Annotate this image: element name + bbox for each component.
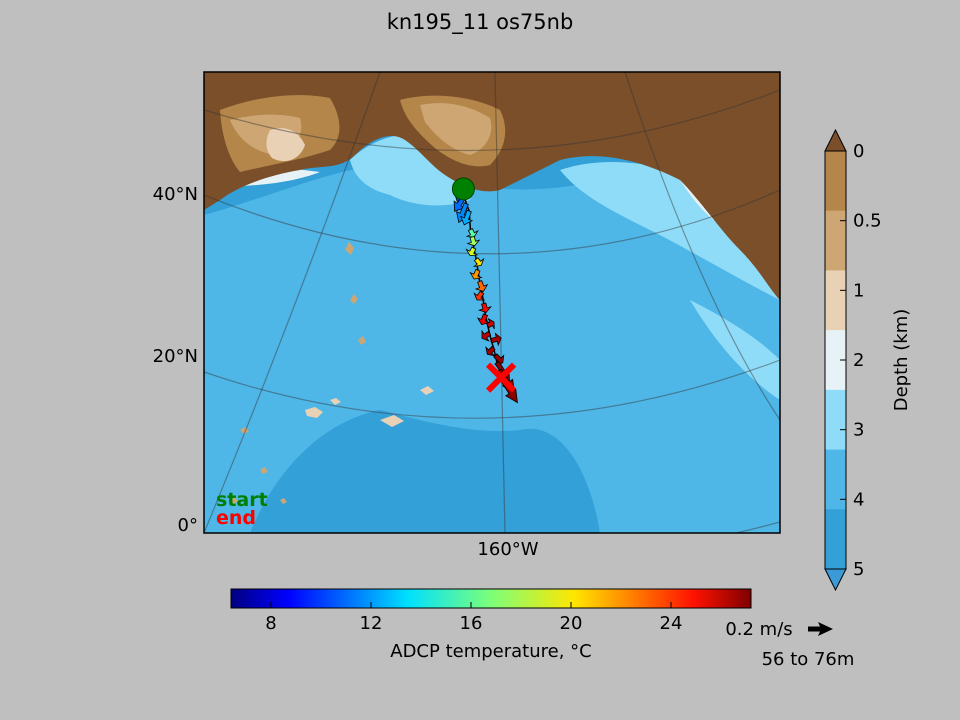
coast-light <box>266 128 305 162</box>
depth-colorbar-band <box>825 389 846 451</box>
start-label: start <box>216 489 268 511</box>
map-frame <box>203 71 781 534</box>
lon-tick-label: 160°W <box>477 539 538 560</box>
depth-colorbar-band <box>825 270 846 331</box>
current-vector <box>473 290 486 301</box>
depth-colorbar-tick-label: 1 <box>853 280 864 301</box>
end-label: end <box>216 507 256 529</box>
temperature-colorbar-tick-label: 12 <box>360 613 383 634</box>
depth-colorbar-tick-label: 4 <box>853 489 864 510</box>
depth-colorbar-band <box>825 449 846 510</box>
current-vector <box>490 332 502 347</box>
map-area <box>204 72 780 533</box>
vector-key-arrow <box>808 622 833 636</box>
current-vector <box>493 353 505 365</box>
current-vector <box>460 209 474 226</box>
ocean-shallow-se <box>690 300 780 400</box>
temperature-colorbar-label: ADCP temperature, °C <box>390 641 591 662</box>
island-chain-hawaii <box>305 386 434 427</box>
depth-colorbar-tick-label: 3 <box>853 420 864 441</box>
current-vector <box>469 268 483 280</box>
temperature-colorbar-tick-label: 24 <box>660 613 683 634</box>
temperature-colorbar-tick-label: 20 <box>560 613 583 634</box>
depth-colorbar-band <box>825 509 846 570</box>
depth-colorbar-band <box>825 330 846 391</box>
depth-colorbar: 0 0.5 1 2 3 4 5 Depth (km) <box>824 128 912 592</box>
land <box>204 72 780 300</box>
graticule-lat-45 <box>204 89 780 152</box>
graticule-lat-20 <box>204 359 780 419</box>
current-vector <box>476 313 491 326</box>
current-vector <box>465 246 479 257</box>
depth-colorbar-extend-bottom <box>824 568 847 592</box>
chart-title: kn195_11 os75nb <box>387 10 574 35</box>
end-marker <box>485 362 517 393</box>
depth-colorbar-label: Depth (km) <box>891 309 912 412</box>
start-marker <box>451 177 475 201</box>
vector-key-depth-range: 56 to 76m <box>762 649 855 670</box>
vector-key-label: 0.2 m/s <box>725 619 792 640</box>
temperature-colorbar: 8 12 16 20 24 ADCP temperature, °C <box>230 588 752 662</box>
depth-colorbar-band <box>825 210 846 271</box>
lat-tick-label: 20°N <box>153 346 198 367</box>
end-marker-stroke-2 <box>485 362 517 393</box>
temperature-colorbar-tick-label: 16 <box>460 613 483 634</box>
depth-colorbar-tick-label: 0 <box>853 141 864 162</box>
temperature-colorbar-tick-label: 8 <box>265 613 276 634</box>
current-vector <box>472 257 485 268</box>
current-vector <box>486 318 495 330</box>
graticule-lon-180 <box>204 72 381 533</box>
current-vector <box>477 302 492 313</box>
graticule-lon-140 <box>624 72 780 421</box>
current-vector <box>465 228 479 238</box>
depth-colorbar-band <box>825 151 846 212</box>
depth-colorbar-tick-label: 2 <box>853 350 864 371</box>
current-vector <box>466 235 481 247</box>
island-chain <box>230 242 434 504</box>
current-vector <box>481 329 492 342</box>
depth-colorbar-tick-label: 0.5 <box>853 211 882 232</box>
lat-tick-label: 0° <box>178 515 198 536</box>
graticule-lat-40 <box>204 189 780 255</box>
temperature-colorbar-gradient <box>230 588 752 609</box>
depth-colorbar-extend-top <box>824 128 847 152</box>
graticule-lon-160 <box>494 72 506 533</box>
graticule <box>204 72 780 533</box>
depth-colorbar-tick-label: 5 <box>853 559 864 580</box>
current-vector <box>474 280 489 292</box>
vector-key: 0.2 m/s 56 to 76m <box>725 619 854 670</box>
current-vector <box>485 345 496 357</box>
lat-tick-label: 40°N <box>153 184 198 205</box>
